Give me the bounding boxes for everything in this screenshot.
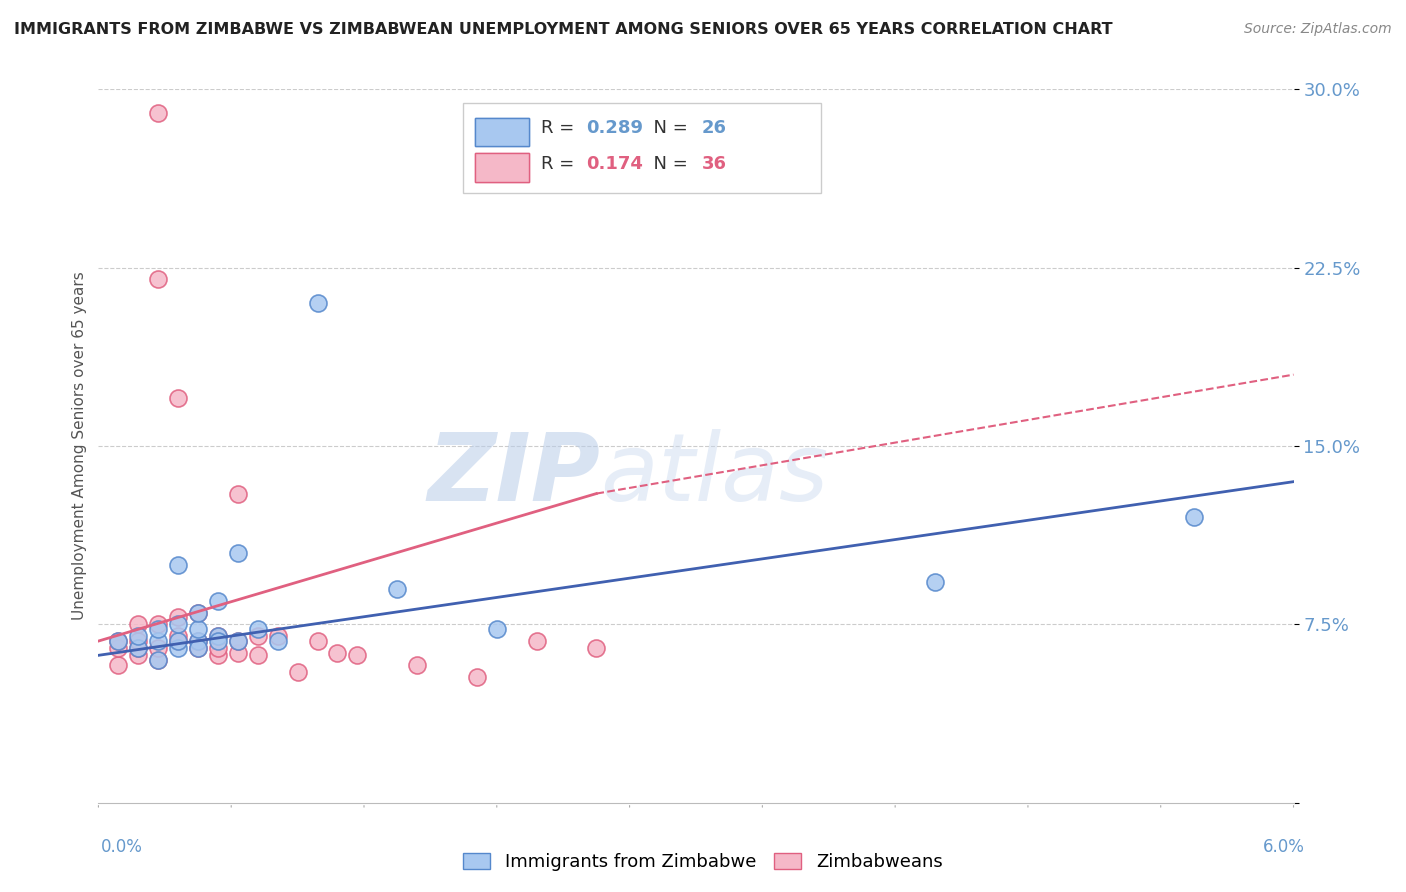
Text: N =: N = xyxy=(643,120,693,137)
Point xyxy=(148,622,170,636)
Point xyxy=(148,617,170,632)
Point xyxy=(485,622,508,636)
Point xyxy=(187,634,209,648)
Text: 6.0%: 6.0% xyxy=(1263,838,1305,855)
Point xyxy=(107,641,129,656)
Point xyxy=(148,634,170,648)
Point xyxy=(326,646,349,660)
Point xyxy=(207,648,229,663)
Point xyxy=(287,665,309,679)
Point xyxy=(167,634,190,648)
Text: 36: 36 xyxy=(702,155,727,173)
Point xyxy=(187,606,209,620)
Point xyxy=(207,641,229,656)
Text: 0.289: 0.289 xyxy=(586,120,643,137)
Point xyxy=(246,648,269,663)
FancyBboxPatch shape xyxy=(475,153,529,182)
Text: IMMIGRANTS FROM ZIMBABWE VS ZIMBABWEAN UNEMPLOYMENT AMONG SENIORS OVER 65 YEARS : IMMIGRANTS FROM ZIMBABWE VS ZIMBABWEAN U… xyxy=(14,22,1112,37)
Point xyxy=(167,558,190,572)
Text: R =: R = xyxy=(540,120,579,137)
Point xyxy=(107,634,129,648)
Point xyxy=(267,629,290,643)
Point xyxy=(226,486,249,500)
Point xyxy=(226,546,249,560)
Point xyxy=(187,606,209,620)
Point xyxy=(585,641,607,656)
Point xyxy=(267,634,290,648)
Point xyxy=(127,634,149,648)
Point xyxy=(148,641,170,656)
Point xyxy=(127,617,149,632)
Point xyxy=(307,296,329,310)
Point xyxy=(167,641,190,656)
Point xyxy=(406,657,429,672)
Point xyxy=(148,106,170,120)
Point xyxy=(207,634,229,648)
Point xyxy=(187,641,209,656)
Point xyxy=(107,657,129,672)
Legend: Immigrants from Zimbabwe, Zimbabweans: Immigrants from Zimbabwe, Zimbabweans xyxy=(456,846,950,879)
Point xyxy=(187,641,209,656)
Point xyxy=(127,629,149,643)
FancyBboxPatch shape xyxy=(475,118,529,146)
Text: ZIP: ZIP xyxy=(427,428,600,521)
Point xyxy=(226,634,249,648)
Text: 0.174: 0.174 xyxy=(586,155,643,173)
Point xyxy=(148,653,170,667)
Point xyxy=(167,617,190,632)
Point xyxy=(127,648,149,663)
Point xyxy=(307,634,329,648)
Point xyxy=(207,629,229,643)
Point xyxy=(226,634,249,648)
Point xyxy=(346,648,368,663)
Point xyxy=(167,634,190,648)
Point xyxy=(167,610,190,624)
Point xyxy=(148,272,170,286)
Text: 0.0%: 0.0% xyxy=(101,838,143,855)
Point xyxy=(1182,510,1205,524)
Point xyxy=(127,641,149,656)
Point xyxy=(246,629,269,643)
Text: R =: R = xyxy=(540,155,579,173)
Text: 26: 26 xyxy=(702,120,727,137)
Point xyxy=(385,582,409,596)
Text: atlas: atlas xyxy=(600,429,828,520)
Point xyxy=(148,653,170,667)
Point xyxy=(187,622,209,636)
FancyBboxPatch shape xyxy=(463,103,821,193)
Point xyxy=(127,641,149,656)
Point xyxy=(246,622,269,636)
Point xyxy=(465,670,488,684)
Point xyxy=(924,574,946,589)
Point xyxy=(207,593,229,607)
Point xyxy=(207,629,229,643)
Y-axis label: Unemployment Among Seniors over 65 years: Unemployment Among Seniors over 65 years xyxy=(72,272,87,620)
Text: Source: ZipAtlas.com: Source: ZipAtlas.com xyxy=(1244,22,1392,37)
Point xyxy=(107,634,129,648)
Point xyxy=(187,634,209,648)
Point xyxy=(526,634,548,648)
Point xyxy=(167,629,190,643)
Text: N =: N = xyxy=(643,155,693,173)
Point xyxy=(226,646,249,660)
Point xyxy=(167,392,190,406)
